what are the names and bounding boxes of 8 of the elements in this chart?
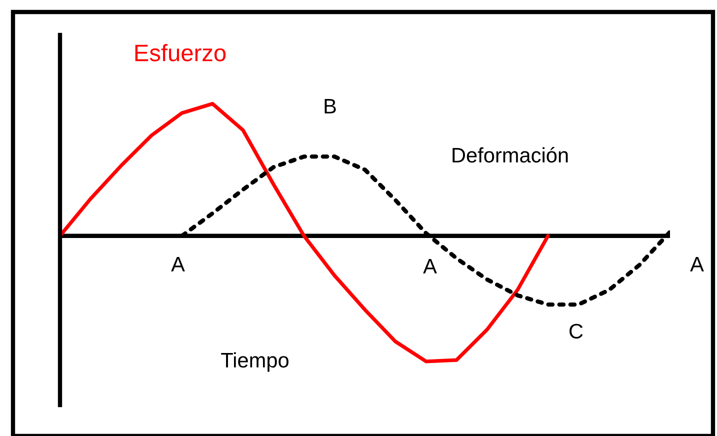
annotation: C (570, 324, 583, 339)
annotation: A (171, 257, 185, 272)
series-label: Esfuerzo (135, 44, 226, 62)
annotation: A (423, 259, 437, 274)
text: A (690, 257, 704, 272)
x-axis-title: Tiempo (221, 352, 288, 372)
annotation: B (324, 99, 336, 114)
text: Deformación (452, 147, 568, 163)
